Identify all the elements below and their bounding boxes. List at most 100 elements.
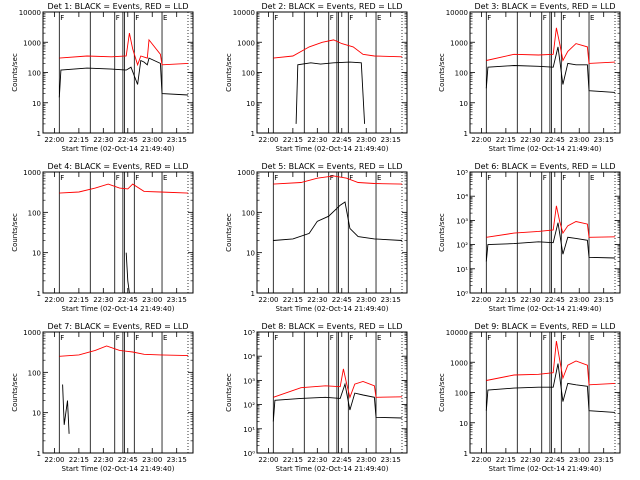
chart-panel-8: Det 8: BLACK = Events, RED = LLD F F F E 10⁰ 1… [225, 322, 408, 473]
y-tick-label: 100 [242, 70, 255, 78]
chart-title: Det 7: BLACK = Events, RED = LLD [48, 322, 189, 331]
y-tick-label: 10000 [233, 9, 255, 17]
flag-label: F [487, 14, 491, 22]
flag-label: F [60, 334, 64, 342]
series-line-events [485, 46, 616, 93]
x-tick-label: 23:15 [381, 136, 401, 144]
y-tick-label: 10³ [456, 217, 468, 225]
y-tick-label: 10000 [446, 9, 468, 17]
flag-label: E [377, 334, 381, 342]
x-tick-label: 22:15 [283, 136, 303, 144]
chart-title: Det 6: BLACK = Events, RED = LLD [475, 162, 616, 171]
x-tick-label: 23:00 [142, 456, 162, 464]
series-line-events [125, 252, 130, 294]
plot-frame [469, 171, 621, 294]
y-tick-label: 10⁴ [456, 193, 468, 201]
y-tick-label: 10 [32, 410, 41, 418]
flag-label: F [60, 14, 64, 22]
flag-label: E [163, 14, 167, 22]
y-tick-label: 100 [28, 70, 41, 78]
y-tick-label: 1 [464, 450, 468, 458]
series-line-lld [273, 175, 403, 185]
y-tick-label: 1000 [450, 359, 468, 367]
plot-frame [42, 171, 194, 294]
chart-panel-5: Det 5: BLACK = Events, RED = LLD F F F E 1 10 1… [225, 162, 408, 313]
chart-panel-4: Det 4: BLACK = Events, RED = LLD F F F E 1 10 1… [11, 162, 194, 313]
x-tick-label: 22:45 [332, 136, 352, 144]
chart-title: Det 5: BLACK = Events, RED = LLD [262, 162, 403, 171]
x-tick-label: 22:30 [307, 136, 327, 144]
y-tick-label: 10² [243, 402, 255, 410]
y-axis-label: Counts/sec [11, 213, 19, 252]
y-tick-label: 1000 [23, 329, 41, 337]
x-tick-label: 22:45 [118, 456, 138, 464]
chart-panel-1: Det 1: BLACK = Events, RED = LLD F F F E 1 10 1… [11, 2, 194, 153]
flag-label: E [163, 174, 167, 182]
x-tick-label: 22:15 [69, 456, 89, 464]
x-tick-label: 22:30 [93, 296, 113, 304]
y-tick-label: 10 [32, 250, 41, 258]
series-line-events [485, 222, 616, 262]
x-tick-label: 22:00 [44, 456, 64, 464]
y-tick-label: 1 [37, 290, 41, 298]
flag-label: F [116, 334, 120, 342]
x-tick-label: 22:30 [93, 456, 113, 464]
y-tick-label: 10³ [243, 377, 255, 385]
y-tick-label: 10 [246, 100, 255, 108]
flag-label: F [562, 174, 566, 182]
plot-frame [42, 11, 194, 134]
y-tick-label: 100 [242, 209, 255, 217]
flag-label: F [349, 334, 353, 342]
x-axis-label: Start Time (02-Oct-14 21:49:40) [276, 465, 389, 473]
x-tick-label: 23:00 [142, 296, 162, 304]
x-tick-label: 22:30 [520, 136, 540, 144]
x-tick-label: 22:45 [545, 296, 565, 304]
y-tick-label: 10 [246, 250, 255, 258]
flag-label: F [116, 14, 120, 22]
y-axis-label: Counts/sec [225, 53, 233, 92]
x-tick-label: 22:15 [69, 296, 89, 304]
chart-title: Det 3: BLACK = Events, RED = LLD [475, 2, 616, 11]
y-tick-label: 10 [459, 420, 468, 428]
y-tick-label: 10⁰ [243, 450, 255, 458]
series-line-lld [59, 183, 189, 194]
y-axis-label: Counts/sec [225, 213, 233, 252]
plot-frame [256, 11, 408, 134]
y-tick-label: 100 [455, 70, 468, 78]
plot-frame [469, 331, 621, 454]
flag-label: F [116, 174, 120, 182]
y-tick-label: 1 [251, 290, 255, 298]
series-line-events [273, 201, 403, 241]
x-tick-label: 23:15 [167, 296, 187, 304]
series-line-events [485, 363, 616, 413]
series-line-events [62, 384, 70, 434]
chart-title: Det 1: BLACK = Events, RED = LLD [48, 2, 189, 11]
flag-label: F [349, 174, 353, 182]
chart-title: Det 8: BLACK = Events, RED = LLD [262, 322, 403, 331]
x-tick-label: 23:00 [569, 456, 589, 464]
y-tick-label: 10⁵ [243, 329, 255, 337]
y-tick-label: 1 [37, 130, 41, 138]
x-tick-label: 22:00 [44, 296, 64, 304]
y-axis-label: Counts/sec [438, 373, 446, 412]
x-tick-label: 23:00 [356, 296, 376, 304]
x-tick-label: 22:30 [520, 456, 540, 464]
flag-label: F [274, 174, 278, 182]
flag-label: E [163, 334, 167, 342]
flag-label: E [590, 334, 594, 342]
x-tick-label: 22:15 [496, 456, 516, 464]
x-axis-label: Start Time (02-Oct-14 21:49:40) [489, 305, 602, 313]
flag-label: F [60, 174, 64, 182]
series-line-lld [273, 39, 403, 59]
x-axis-label: Start Time (02-Oct-14 21:49:40) [489, 465, 602, 473]
x-tick-label: 23:00 [569, 296, 589, 304]
series-line-lld [486, 27, 616, 64]
y-tick-label: 10⁴ [243, 353, 255, 361]
y-tick-label: 10¹ [456, 266, 468, 274]
x-axis-label: Start Time (02-Oct-14 21:49:40) [276, 145, 389, 153]
y-tick-label: 10000 [446, 329, 468, 337]
flag-label: E [377, 174, 381, 182]
x-tick-label: 23:00 [142, 136, 162, 144]
series-line-lld [486, 341, 616, 386]
x-tick-label: 22:15 [69, 136, 89, 144]
